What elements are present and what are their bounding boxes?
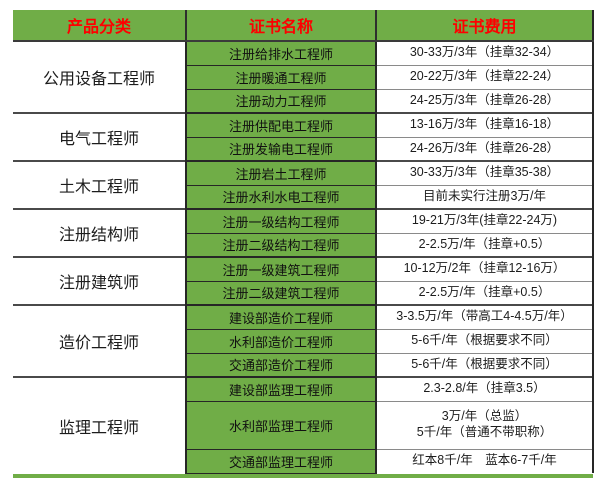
certificate-cell: 注册岩土工程师 — [185, 160, 377, 186]
certificate-cell: 注册发输电工程师 — [185, 136, 377, 162]
fee-cell: 5-6千/年（根据要求不同） — [376, 352, 594, 377]
column-header-fee: 证书费用 — [375, 10, 594, 42]
fee-cell: 目前未实行注册3万/年 — [376, 184, 594, 209]
column-header-certificate: 证书名称 — [185, 10, 376, 42]
fee-cell: 24-25万/3年（挂章26-28） — [376, 88, 594, 113]
table-row: 注册发输电工程师 24-26万/3年（挂章26-28） — [13, 136, 594, 162]
certificate-cell: 注册供配电工程师 — [185, 112, 377, 138]
fee-line-1: 3万/年（总监） — [441, 409, 528, 424]
certificate-cell: 注册二级建筑工程师 — [185, 280, 377, 306]
category-cell: 监理工程师 — [13, 376, 186, 473]
category-cell: 注册结构师 — [13, 208, 186, 257]
fee-cell: 10-12万/2年（挂章12-16万） — [376, 256, 594, 281]
table-row: 监理工程师 建设部监理工程师 2.3-2.8/年（挂章3.5） — [13, 376, 594, 473]
certificate-cell: 注册一级结构工程师 — [185, 208, 377, 234]
fee-cell: 24-26万/3年（挂章26-28） — [376, 136, 594, 161]
certificate-cell: 注册动力工程师 — [185, 88, 377, 114]
table-row: 注册暖通工程师 20-22万/3年（挂章22-24） — [13, 64, 594, 90]
table-row: 注册水利水电工程师 目前未实行注册3万/年 — [13, 184, 594, 210]
certificate-fee-table: 产品分类 证书名称 证书费用 公用设备工程师 注册给排水工程师 30-33万/3… — [13, 10, 594, 474]
fee-cell: 30-33万/3年（挂章32-34） — [376, 40, 594, 65]
fee-cell: 2.3-2.8/年（挂章3.5） — [376, 376, 594, 401]
category-cell: 土木工程师 — [13, 160, 186, 209]
fee-cell: 2-2.5万/年（挂章+0.5） — [376, 280, 594, 305]
category-cell: 注册建筑师 — [13, 256, 186, 305]
fee-line-2: 5千/年（普通不带职称） — [416, 425, 553, 439]
category-cell: 造价工程师 — [13, 304, 186, 377]
fee-cell: 20-22万/3年（挂章22-24） — [376, 64, 594, 89]
certificate-cell: 注册水利水电工程师 — [185, 184, 377, 210]
table-row: 注册动力工程师 24-25万/3年（挂章26-28） — [13, 88, 594, 114]
table-row: 电气工程师 注册供配电工程师 13-16万/3年（挂章16-18） — [13, 112, 594, 161]
table-row: 注册结构师 注册一级结构工程师 19-21万/3年(挂章22-24万) — [13, 208, 594, 257]
certificate-cell: 建设部监理工程师 — [185, 376, 377, 402]
certificate-cell: 注册一级建筑工程师 — [185, 256, 377, 282]
certificate-cell: 水利部造价工程师 — [185, 328, 377, 354]
fee-cell: 30-33万/3年（挂章35-38） — [376, 160, 594, 185]
table-row: 注册二级建筑工程师 2-2.5万/年（挂章+0.5） — [13, 280, 594, 306]
table-wrapper: 产品分类 证书名称 证书费用 公用设备工程师 注册给排水工程师 30-33万/3… — [13, 10, 594, 478]
fee-cell: 3万/年（总监） 5千/年（普通不带职称） — [376, 400, 594, 449]
certificate-cell: 注册暖通工程师 — [185, 64, 377, 90]
fee-cell: 5-6千/年（根据要求不同） — [376, 328, 594, 353]
fee-cell: 2-2.5万/年（挂章+0.5） — [376, 232, 594, 257]
certificate-cell: 建设部造价工程师 — [185, 304, 377, 330]
fee-cell: 13-16万/3年（挂章16-18） — [376, 112, 594, 137]
certificate-cell: 注册二级结构工程师 — [185, 232, 377, 258]
fee-cell: 3-3.5万/年（带高工4-4.5万/年） — [376, 304, 594, 329]
table-row: 公用设备工程师 注册给排水工程师 30-33万/3年（挂章32-34） — [13, 40, 594, 113]
table-row: 注册建筑师 注册一级建筑工程师 10-12万/2年（挂章12-16万） — [13, 256, 594, 305]
header-row: 产品分类 证书名称 证书费用 — [13, 10, 594, 42]
fee-cell: 19-21万/3年(挂章22-24万) — [376, 208, 594, 233]
category-cell: 公用设备工程师 — [13, 40, 186, 113]
column-header-category: 产品分类 — [13, 10, 186, 42]
table-row: 造价工程师 建设部造价工程师 3-3.5万/年（带高工4-4.5万/年） — [13, 304, 594, 377]
table-row: 水利部造价工程师 5-6千/年（根据要求不同） — [13, 328, 594, 354]
certificate-cell: 交通部造价工程师 — [185, 352, 377, 378]
certificate-cell: 注册给排水工程师 — [185, 40, 377, 66]
certificate-cell: 交通部监理工程师 — [185, 448, 377, 474]
certificate-cell: 水利部监理工程师 — [185, 400, 377, 450]
table-row: 交通部监理工程师 红本8千/年 蓝本6-7千/年 — [13, 448, 594, 474]
fee-cell: 红本8千/年 蓝本6-7千/年 — [376, 448, 594, 473]
table-row: 交通部造价工程师 5-6千/年（根据要求不同） — [13, 352, 594, 378]
table-header: 产品分类 证书名称 证书费用 — [13, 10, 594, 42]
table-row: 土木工程师 注册岩土工程师 30-33万/3年（挂章35-38） — [13, 160, 594, 209]
table-row: 注册二级结构工程师 2-2.5万/年（挂章+0.5） — [13, 232, 594, 258]
category-cell: 电气工程师 — [13, 112, 186, 161]
table-row: 水利部监理工程师 3万/年（总监） 5千/年（普通不带职称） — [13, 400, 594, 450]
